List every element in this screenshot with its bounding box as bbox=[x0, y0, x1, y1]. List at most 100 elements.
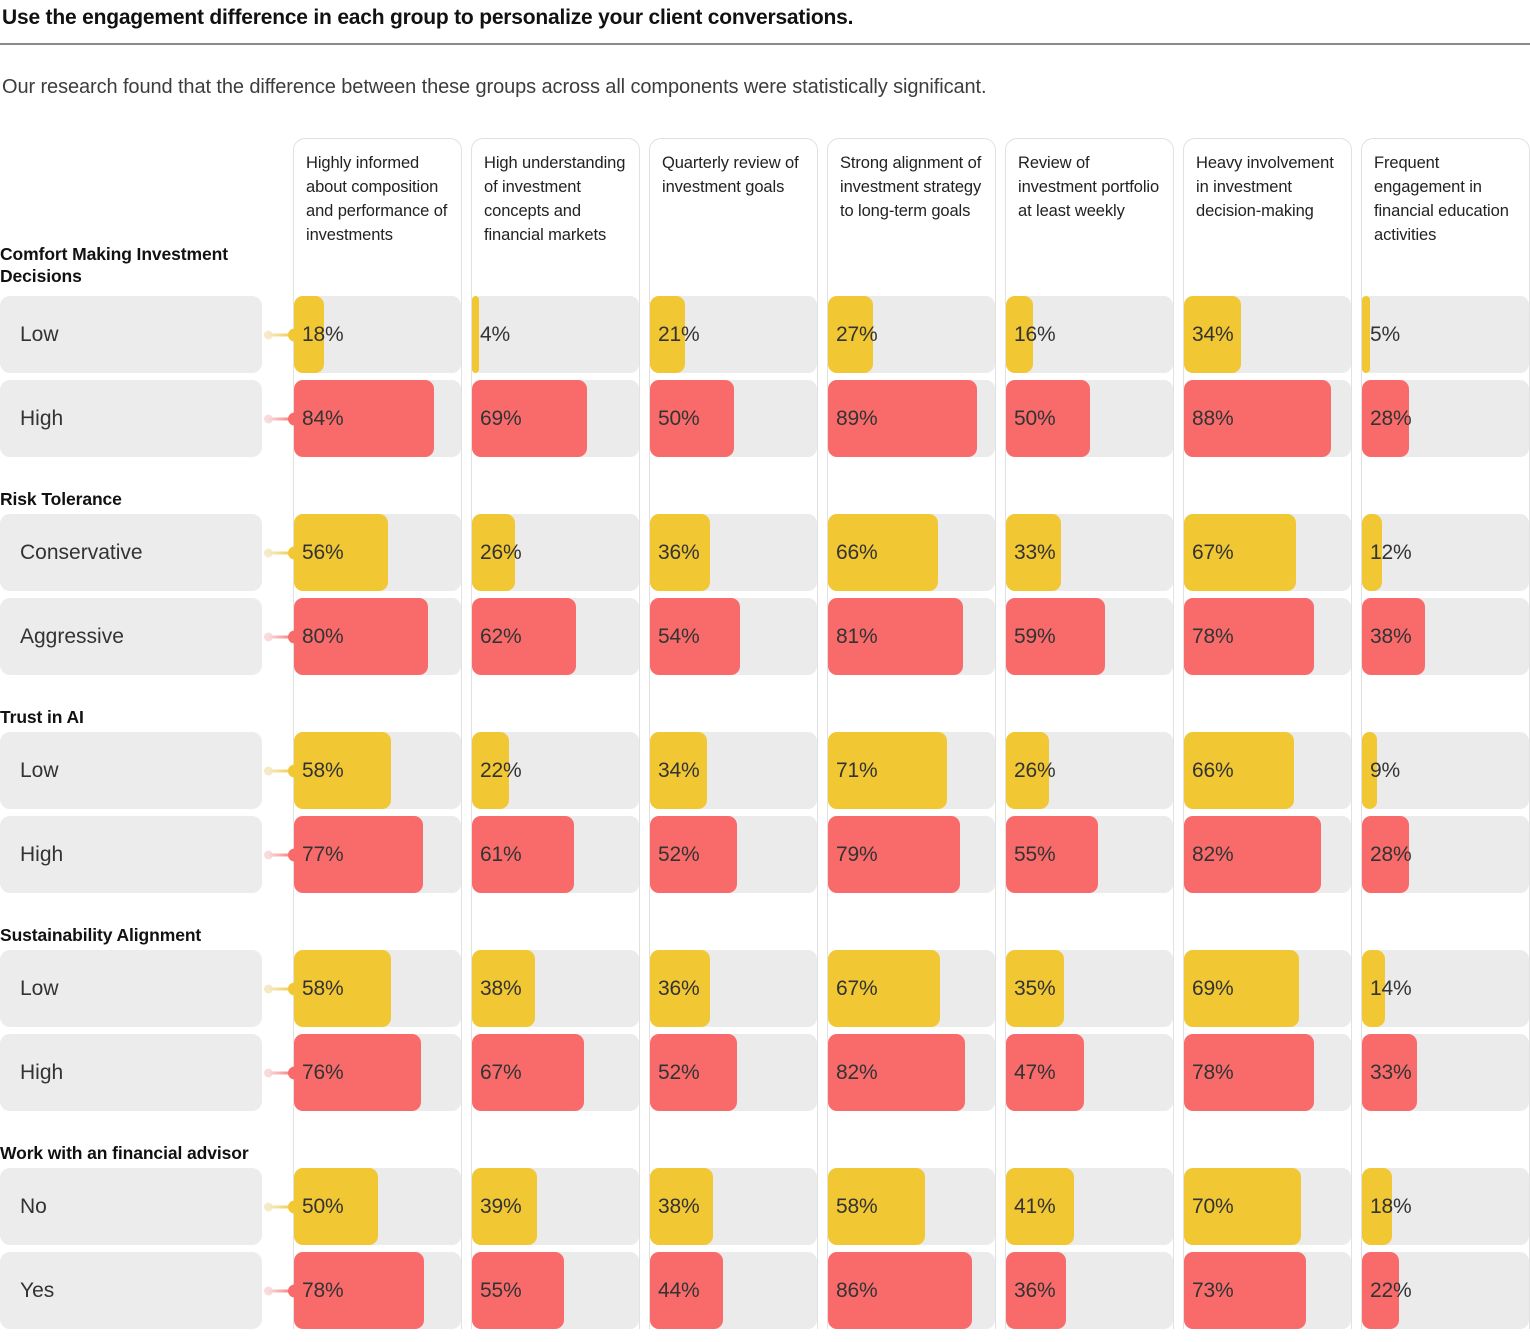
bar-high bbox=[1362, 380, 1409, 457]
connector-end-dot bbox=[288, 1066, 301, 1079]
row-label-box: Yes bbox=[0, 1252, 301, 1329]
connector-line bbox=[268, 987, 297, 990]
group-label-zone: Work with an financial advisor bbox=[0, 1111, 262, 1168]
connector-end-dot bbox=[288, 982, 301, 995]
column-header: Quarterly review of investment goals bbox=[662, 154, 799, 196]
group-label: Work with an financial advisor bbox=[0, 1143, 249, 1164]
bar-high bbox=[1006, 380, 1090, 457]
bar-high bbox=[1362, 598, 1426, 675]
bar-value-label: 89% bbox=[836, 406, 878, 430]
bar-track: 71% bbox=[828, 732, 995, 809]
engagement-bar-chart: Comfort Making Investment Decisions Low Hi… bbox=[0, 138, 1530, 1329]
bar-track: 69% bbox=[472, 380, 639, 457]
bar-track: 67% bbox=[472, 1034, 639, 1111]
bar-value-label: 86% bbox=[836, 1278, 878, 1302]
connector-low bbox=[264, 764, 301, 777]
group-spacer bbox=[1362, 675, 1529, 732]
bar-value-label: 18% bbox=[302, 322, 344, 346]
bar-value-label: 50% bbox=[302, 1194, 344, 1218]
bar-track: 41% bbox=[1006, 1168, 1173, 1245]
bar-value-label: 5% bbox=[1370, 322, 1400, 346]
bar-low bbox=[294, 1168, 378, 1245]
group-label: Risk Tolerance bbox=[0, 489, 122, 510]
group-spacer bbox=[472, 893, 639, 950]
group-spacer bbox=[472, 675, 639, 732]
bar-high bbox=[1184, 380, 1331, 457]
bar-track: 22% bbox=[1362, 1252, 1529, 1329]
group-spacer bbox=[472, 1111, 639, 1168]
bar-track: 36% bbox=[1006, 1252, 1173, 1329]
bar-track: 55% bbox=[1006, 816, 1173, 893]
group-spacer bbox=[1006, 893, 1173, 950]
bar-track: 16% bbox=[1006, 296, 1173, 373]
bar-value-label: 28% bbox=[1370, 842, 1412, 866]
row-label-box: No bbox=[0, 1168, 301, 1245]
metric-column: Heavy involvement in investment decision… bbox=[1183, 138, 1352, 1329]
metric-column: Review of investment portfolio at least … bbox=[1005, 138, 1174, 1329]
bar-value-label: 38% bbox=[658, 1194, 700, 1218]
bar-track: 78% bbox=[1184, 1034, 1351, 1111]
bar-value-label: 52% bbox=[658, 842, 700, 866]
bar-low bbox=[828, 296, 874, 373]
bar-value-label: 88% bbox=[1192, 406, 1234, 430]
group-spacer bbox=[294, 893, 461, 950]
bar-low bbox=[472, 514, 516, 591]
bar-track: 18% bbox=[1362, 1168, 1529, 1245]
row-label: High bbox=[20, 842, 64, 866]
bar-track: 18% bbox=[294, 296, 461, 373]
bar-value-label: 34% bbox=[1192, 322, 1234, 346]
bar-high bbox=[1184, 1034, 1315, 1111]
bar-track: 79% bbox=[828, 816, 995, 893]
bar-high bbox=[1184, 816, 1321, 893]
bar-track: 38% bbox=[650, 1168, 817, 1245]
bar-track: 69% bbox=[1184, 950, 1351, 1027]
metric-column: Strong alignment of investment strategy … bbox=[827, 138, 996, 1329]
bar-track: 28% bbox=[1362, 816, 1529, 893]
group-spacer bbox=[294, 1111, 461, 1168]
connector-end-dot bbox=[288, 848, 301, 861]
bar-track: 66% bbox=[828, 514, 995, 591]
group-label: Trust in AI bbox=[0, 707, 84, 728]
bar-high bbox=[472, 598, 576, 675]
bar-track: 56% bbox=[294, 514, 461, 591]
bar-track: 38% bbox=[472, 950, 639, 1027]
bar-low bbox=[1362, 950, 1386, 1027]
connector-high bbox=[264, 630, 301, 643]
connector-end-dot bbox=[288, 764, 301, 777]
bar-value-label: 82% bbox=[1192, 842, 1234, 866]
bar-value-label: 36% bbox=[1014, 1278, 1056, 1302]
bar-track: 47% bbox=[1006, 1034, 1173, 1111]
bar-high bbox=[828, 1252, 972, 1329]
bar-value-label: 78% bbox=[1192, 1060, 1234, 1084]
bar-high bbox=[294, 1252, 425, 1329]
bar-value-label: 33% bbox=[1370, 1060, 1412, 1084]
row-label-box: Conservative bbox=[0, 514, 301, 591]
bar-low bbox=[1184, 296, 1241, 373]
bar-track: 4% bbox=[472, 296, 639, 373]
bar-track: 66% bbox=[1184, 732, 1351, 809]
bar-value-label: 28% bbox=[1370, 406, 1412, 430]
bar-value-label: 44% bbox=[658, 1278, 700, 1302]
bar-value-label: 61% bbox=[480, 842, 522, 866]
bar-high bbox=[1184, 1252, 1306, 1329]
bar-low bbox=[828, 1168, 925, 1245]
bar-value-label: 22% bbox=[1370, 1278, 1412, 1302]
connector-low bbox=[264, 982, 301, 995]
bar-high bbox=[472, 380, 588, 457]
bar-track: 38% bbox=[1362, 598, 1529, 675]
bar-low bbox=[1362, 296, 1371, 373]
group-spacer bbox=[1362, 1111, 1529, 1168]
bar-low bbox=[472, 950, 536, 1027]
row-label: No bbox=[20, 1194, 47, 1218]
connector-high bbox=[264, 412, 301, 425]
row-label-box: Low bbox=[0, 732, 301, 809]
bar-value-label: 50% bbox=[1014, 406, 1056, 430]
bar-low bbox=[472, 732, 509, 809]
bar-track: 58% bbox=[294, 732, 461, 809]
bar-value-label: 66% bbox=[1192, 758, 1234, 782]
connector-low bbox=[264, 546, 301, 559]
bar-high bbox=[650, 598, 741, 675]
rail-header-spacer: Comfort Making Investment Decisions bbox=[0, 138, 262, 296]
bar-track: 22% bbox=[472, 732, 639, 809]
bar-low bbox=[1006, 950, 1065, 1027]
